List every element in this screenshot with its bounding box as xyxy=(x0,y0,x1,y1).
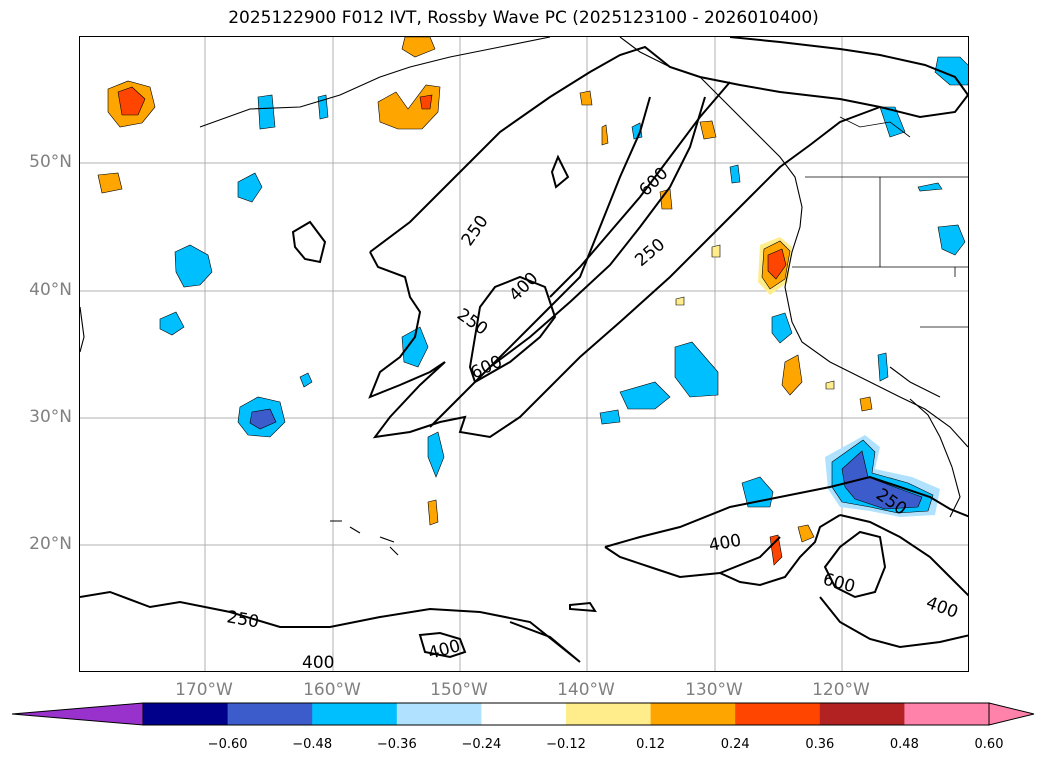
contour-label: 400 xyxy=(302,653,334,672)
contour-label: 250 xyxy=(225,607,260,632)
political-borders xyxy=(792,116,968,328)
map-title: 2025122900 F012 IVT, Rossby Wave PC (202… xyxy=(228,8,819,28)
lat-label-50n: 50°N xyxy=(29,152,72,172)
lon-label-120w: 120°W xyxy=(812,680,870,700)
colorbar-arrow-min xyxy=(12,703,143,725)
contour-label: 600 xyxy=(821,570,858,598)
lon-label-140w: 140°W xyxy=(557,680,615,700)
contour-label: 250 xyxy=(631,235,669,271)
contour-label: 400 xyxy=(505,268,542,305)
contour-label: 250 xyxy=(453,305,491,340)
map-panel[interactable]: 250 400 600 250 600 250 250 400 600 400 … xyxy=(79,36,969,672)
graticule xyxy=(80,37,968,671)
colorbar-tick-label: 0.60 xyxy=(974,737,1004,752)
contour-label: 400 xyxy=(707,531,742,556)
colorbar-tick-label: −0.12 xyxy=(546,737,586,752)
lat-label-20n: 20°N xyxy=(29,534,72,554)
contour-label: 400 xyxy=(923,593,960,623)
contour-label: 250 xyxy=(458,212,493,250)
neg-anomaly-north xyxy=(174,244,213,288)
lon-label-150w: 150°W xyxy=(430,680,488,700)
colorbar-segment xyxy=(312,703,398,725)
colorbar-segment xyxy=(819,703,905,725)
lon-label-160w: 160°W xyxy=(303,680,361,700)
colorbar-tick-label: 0.12 xyxy=(636,737,666,752)
lon-label-130w: 130°W xyxy=(685,680,743,700)
colorbar-tick-label: −0.36 xyxy=(376,737,417,752)
ivt-contours xyxy=(80,37,968,663)
colorbar-arrow-max xyxy=(989,703,1034,725)
contour-label: 400 xyxy=(426,636,463,664)
anomaly-fills xyxy=(97,37,968,566)
coastlines xyxy=(80,37,968,556)
lat-label-40n: 40°N xyxy=(29,280,72,300)
colorbar-tick-label: −0.60 xyxy=(207,737,248,752)
lat-label-30n: 30°N xyxy=(29,407,72,427)
colorbar-segment xyxy=(481,703,567,725)
colorbar-tick-label: 0.48 xyxy=(889,737,919,752)
colorbar xyxy=(11,702,1035,726)
colorbar-tick-label: 0.36 xyxy=(805,737,835,752)
colorbar-segment xyxy=(143,703,229,725)
colorbar-segment xyxy=(566,703,652,725)
colorbar-tick-label: 0.24 xyxy=(720,737,750,752)
colorbar-tick-label: −0.24 xyxy=(461,737,502,752)
colorbar-segment xyxy=(904,703,990,725)
colorbar-tick-label: −0.48 xyxy=(292,737,333,752)
map-canvas: 250 400 600 250 600 250 250 400 600 400 … xyxy=(80,37,968,672)
lon-label-170w: 170°W xyxy=(175,680,233,700)
colorbar-segment xyxy=(735,703,821,725)
colorbar-segment xyxy=(396,703,482,725)
colorbar-segment xyxy=(227,703,313,725)
colorbar-segment xyxy=(650,703,736,725)
